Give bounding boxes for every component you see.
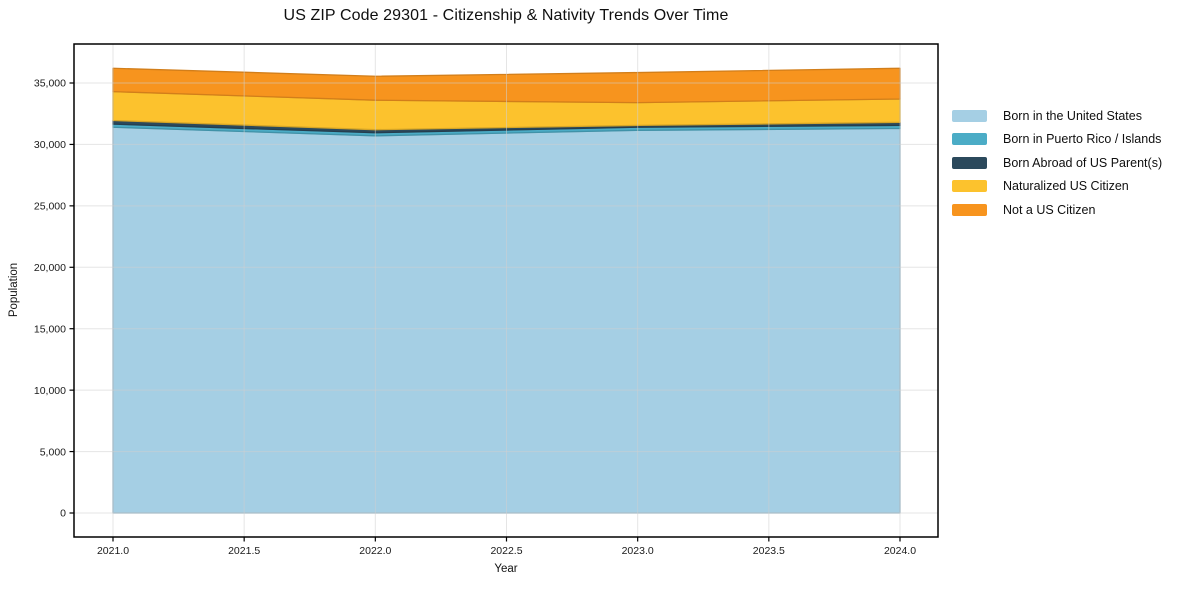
y-tick-label: 30,000 <box>34 139 66 151</box>
legend-label: Naturalized US Citizen <box>1003 179 1129 194</box>
legend-label: Born in Puerto Rico / Islands <box>1003 132 1162 147</box>
legend-swatch <box>952 133 987 146</box>
x-tick-label: 2022.0 <box>359 545 391 557</box>
gridlines <box>74 44 938 537</box>
legend-swatch <box>952 203 987 216</box>
legend: Born in the United States Born in Puerto … <box>952 104 1162 222</box>
x-tick-label: 2023.0 <box>622 545 654 557</box>
y-tick-label: 5,000 <box>40 446 66 458</box>
legend-swatch <box>952 180 987 193</box>
x-tick-label: 2022.5 <box>490 545 522 557</box>
legend-item: Born in Puerto Rico / Islands <box>952 128 1162 152</box>
legend-item: Born in the United States <box>952 104 1162 128</box>
y-tick-label: 25,000 <box>34 201 66 213</box>
y-tick-label: 35,000 <box>34 78 66 90</box>
legend-label: Not a US Citizen <box>1003 202 1096 217</box>
x-tick-label: 2021.5 <box>228 545 260 557</box>
x-axis: 2021.0 2021.5 2022.0 2022.5 2023.0 2023.5 2024… <box>97 537 916 557</box>
x-tick-label: 2024.0 <box>884 545 916 557</box>
legend-swatch <box>952 156 987 169</box>
x-axis-label: Year <box>494 563 518 575</box>
x-tick-label: 2023.5 <box>753 545 785 557</box>
legend-swatch <box>952 109 987 122</box>
legend-item: Not a US Citizen <box>952 198 1162 222</box>
y-tick-label: 20,000 <box>34 262 66 274</box>
chart-title: US ZIP Code 29301 - Citizenship & Nativi… <box>283 7 729 24</box>
legend-label: Born in the United States <box>1003 108 1142 123</box>
y-tick-label: 10,000 <box>34 385 66 397</box>
y-tick-label: 15,000 <box>34 323 66 335</box>
y-tick-label: 0 <box>60 508 66 520</box>
x-tick-label: 2021.0 <box>97 545 129 557</box>
legend-item: Naturalized US Citizen <box>952 175 1162 199</box>
y-axis: 0 5,000 10,000 15,000 20,000 25,000 30,000 35,0… <box>34 78 74 520</box>
legend-item: Born Abroad of US Parent(s) <box>952 151 1162 175</box>
legend-label: Born Abroad of US Parent(s) <box>1003 155 1163 170</box>
